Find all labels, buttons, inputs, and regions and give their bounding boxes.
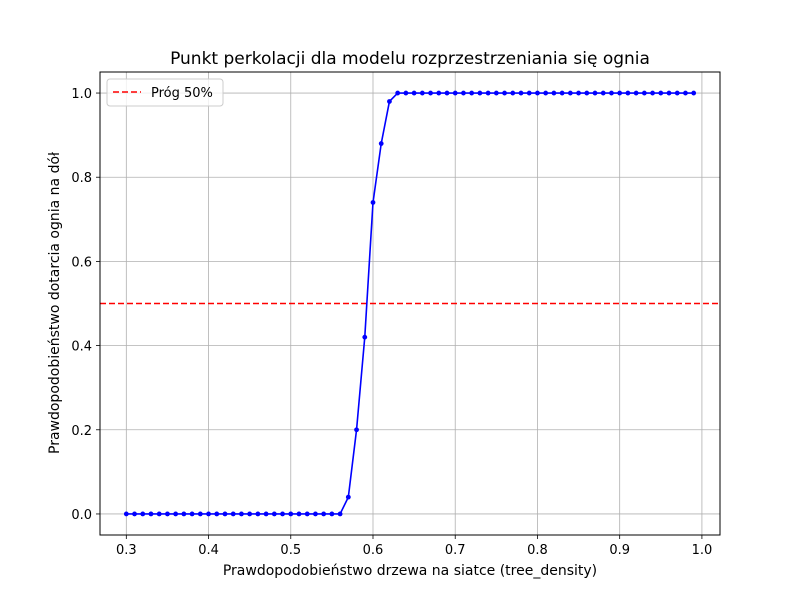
data-point xyxy=(148,511,154,517)
data-point xyxy=(173,511,179,517)
data-point xyxy=(477,90,483,96)
data-point xyxy=(428,90,433,96)
data-point xyxy=(123,511,129,517)
data-point xyxy=(436,90,442,96)
data-point xyxy=(683,90,688,96)
data-point xyxy=(666,90,672,96)
ticks: 0.3 0.4 0.5 0.6 0.7 0.8 0.9 1.0 0.0 0.2 0.4 0.6 0.8 1… xyxy=(71,87,712,558)
x-tick-label: 0.9 xyxy=(609,543,630,558)
data-point xyxy=(222,511,228,517)
y-tick-label: 0.2 xyxy=(71,424,92,439)
data-point xyxy=(461,90,466,96)
data-point xyxy=(395,90,401,96)
plot-area xyxy=(100,90,720,517)
data-point xyxy=(165,511,170,517)
series-line xyxy=(126,92,694,515)
data-point xyxy=(403,90,409,96)
legend-box xyxy=(106,78,224,107)
data-point xyxy=(387,99,392,104)
data-point xyxy=(502,90,507,96)
x-tick-label: 0.7 xyxy=(445,543,466,558)
data-point xyxy=(345,494,351,500)
data-point xyxy=(411,90,417,96)
y-tick-label: 0.6 xyxy=(71,255,92,270)
data-point xyxy=(584,90,590,96)
y-tick-label: 0.4 xyxy=(71,340,92,355)
data-point xyxy=(189,511,195,517)
x-tick-label: 1.0 xyxy=(692,543,713,558)
data-point xyxy=(576,90,581,96)
data-point xyxy=(469,90,475,96)
y-axis-label: Prawdopodobieństwo dotarcia ognia na dół xyxy=(47,152,63,454)
data-point xyxy=(329,511,335,517)
y-tick-label: 0.8 xyxy=(71,171,92,186)
data-point xyxy=(337,511,343,517)
data-point xyxy=(354,427,359,433)
data-point xyxy=(296,511,302,517)
data-point xyxy=(625,90,631,96)
axes-frame xyxy=(99,71,721,536)
data-point xyxy=(641,90,647,96)
data-point xyxy=(535,90,540,96)
data-point xyxy=(263,511,269,517)
data-point xyxy=(206,511,211,517)
data-point xyxy=(140,511,146,517)
x-tick-label: 0.5 xyxy=(280,543,301,558)
data-point xyxy=(378,141,384,146)
data-point xyxy=(304,511,310,517)
y-tick-label: 1.0 xyxy=(71,87,92,102)
data-point xyxy=(493,90,499,96)
legend: Próg 50% xyxy=(106,78,224,107)
data-point xyxy=(559,90,565,96)
data-point xyxy=(518,90,524,96)
data-point xyxy=(691,90,697,96)
x-tick-label: 0.8 xyxy=(527,543,548,558)
data-point xyxy=(247,511,253,517)
data-point xyxy=(370,200,376,205)
data-point xyxy=(321,511,327,517)
data-point xyxy=(600,90,606,96)
data-point xyxy=(658,90,664,96)
data-point xyxy=(181,511,187,517)
data-point xyxy=(197,511,203,517)
x-tick-label: 0.6 xyxy=(363,543,384,558)
chart-title: Punkt perkolacji dla modelu rozprzestrze… xyxy=(170,49,650,69)
data-point xyxy=(592,90,598,96)
data-point xyxy=(609,90,614,96)
y-tick-label: 0.0 xyxy=(71,508,92,523)
data-point xyxy=(674,90,680,96)
x-tick-label: 0.4 xyxy=(198,543,219,558)
data-point xyxy=(214,511,220,517)
data-point xyxy=(452,90,458,96)
legend-threshold-label: Próg 50% xyxy=(151,86,213,101)
data-point xyxy=(271,511,277,517)
data-point xyxy=(510,90,516,96)
data-point xyxy=(255,511,261,517)
data-point xyxy=(313,511,318,517)
data-point xyxy=(526,90,532,96)
data-point xyxy=(280,511,285,517)
data-point xyxy=(633,90,639,96)
data-point xyxy=(288,511,294,517)
data-point xyxy=(419,90,425,96)
data-point xyxy=(617,90,623,96)
data-point xyxy=(444,90,450,96)
data-point xyxy=(230,511,236,517)
data-point xyxy=(567,90,573,96)
data-point xyxy=(543,90,549,96)
data-point xyxy=(485,90,491,96)
data-point xyxy=(239,511,244,517)
x-axis-label: Prawdopodobieństwo drzewa na siatce (tre… xyxy=(223,563,597,579)
data-point xyxy=(650,90,655,96)
data-point xyxy=(132,511,137,517)
data-point xyxy=(362,334,368,340)
data-point xyxy=(156,511,162,517)
data-point xyxy=(551,90,557,96)
x-tick-label: 0.3 xyxy=(116,543,137,558)
